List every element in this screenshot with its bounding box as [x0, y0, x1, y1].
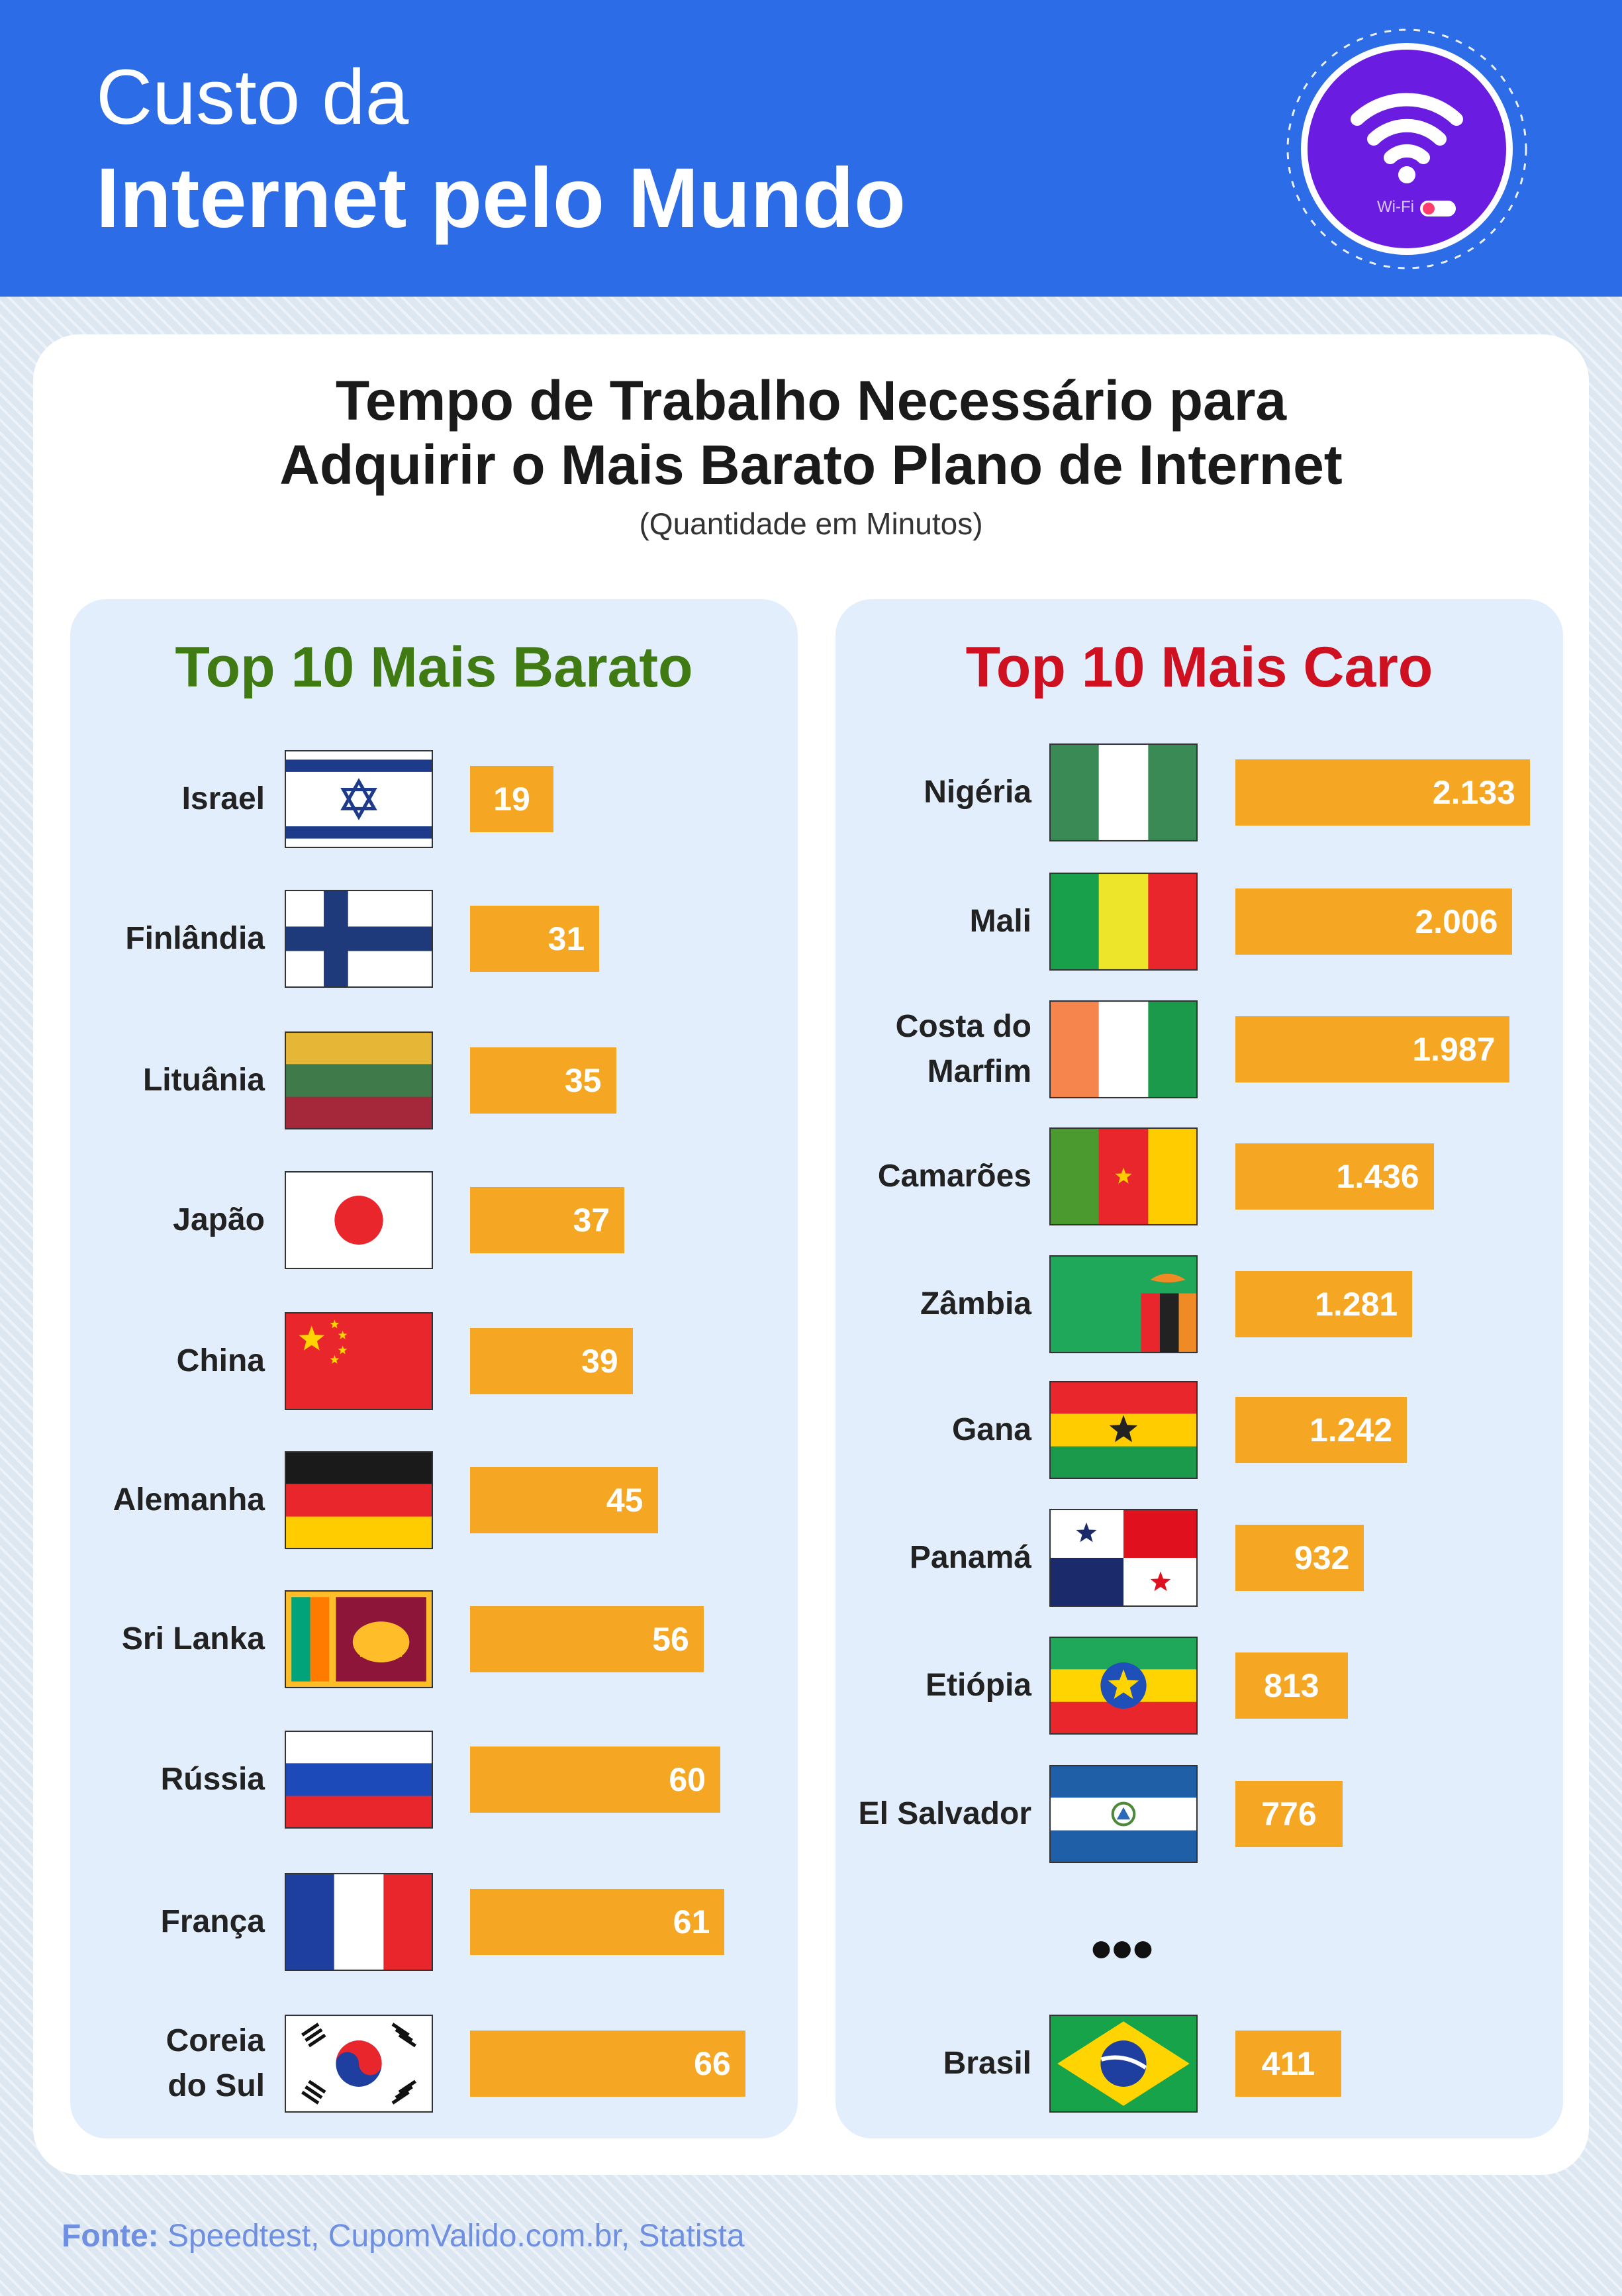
ethiopia-flag-icon [1049, 1637, 1198, 1735]
country-label: Costa do Marfim [895, 1009, 1031, 1089]
country-label: Japão [173, 1202, 265, 1237]
bar: 2.006 [1235, 888, 1513, 955]
country-label: França [160, 1904, 265, 1939]
header-banner: Custo da Internet pelo Mundo Wi-Fi [0, 0, 1622, 297]
country-label: Nigéria [924, 775, 1031, 810]
country-label: Mali [969, 904, 1031, 939]
bar: 60 [470, 1746, 720, 1813]
france-flag-icon [285, 1873, 434, 1971]
source-list: Speedtest, CupomValido.com.br, Statista [158, 2219, 745, 2254]
nigeria-flag-icon [1049, 743, 1198, 841]
chart-title-line1: Tempo de Trabalho Necessário para [335, 369, 1287, 432]
country-label: El Salvador [858, 1796, 1031, 1831]
china-flag-icon [285, 1312, 433, 1410]
country-label: Camarões [877, 1159, 1031, 1194]
south-korea-flag-icon [285, 2015, 433, 2113]
bar: 61 [470, 1889, 725, 1955]
panama-flag-icon [1049, 1509, 1198, 1607]
chart-subtitle: (Quantidade em Minutos) [639, 506, 983, 541]
country-label: Brasil [943, 2046, 1031, 2081]
bar: 31 [470, 906, 600, 972]
zambia-flag-icon [1049, 1255, 1198, 1353]
country-label: Etiópia [925, 1668, 1031, 1703]
bar: 45 [470, 1467, 658, 1533]
bar: 2.133 [1235, 759, 1530, 826]
header-title-line2: Internet pelo Mundo [96, 151, 906, 246]
cheapest-panel [70, 599, 798, 2138]
source-footer: Fonte: Speedtest, CupomValido.com.br, St… [62, 2221, 745, 2252]
country-label: Alemanha [113, 1482, 265, 1517]
wifi-label: Wi-Fi [1377, 198, 1414, 216]
cheapest-title: Top 10 Mais Barato [175, 636, 693, 699]
ellipsis: ••• [1090, 1917, 1154, 1983]
wifi-badge-icon: Wi-Fi [1286, 28, 1527, 269]
ghana-flag-icon [1049, 1381, 1198, 1480]
country-label: Coreia do Sul [166, 2023, 265, 2103]
brazil-flag-icon [1049, 2015, 1198, 2113]
bar: 813 [1235, 1652, 1348, 1719]
bar: 1.436 [1235, 1143, 1434, 1210]
country-label: Lituânia [142, 1063, 265, 1098]
finland-flag-icon [285, 890, 433, 988]
country-label: Gana [951, 1412, 1031, 1447]
bar: 776 [1235, 1781, 1343, 1847]
ivory-coast-flag-icon [1049, 1000, 1198, 1098]
japan-flag-icon [285, 1171, 433, 1269]
country-label: China [176, 1343, 265, 1378]
russia-flag-icon [285, 1731, 433, 1829]
country-label: Rússia [160, 1762, 265, 1797]
header-title-line1: Custo da [96, 54, 409, 141]
source-label: Fonte: [62, 2219, 159, 2254]
cameroon-flag-icon [1049, 1127, 1198, 1225]
expensive-title: Top 10 Mais Caro [965, 636, 1433, 699]
bar: 932 [1235, 1525, 1364, 1591]
expensive-panel [835, 599, 1563, 2138]
bar: 37 [470, 1187, 625, 1253]
bar: 35 [470, 1047, 616, 1114]
country-label: Israel [181, 781, 265, 816]
bar: 56 [470, 1606, 704, 1672]
germany-flag-icon [285, 1451, 433, 1550]
bar: 1.987 [1235, 1016, 1510, 1082]
bar: 411 [1235, 2031, 1341, 2097]
country-label: Panamá [909, 1540, 1031, 1575]
country-label: Sri Lanka [121, 1621, 265, 1656]
bar: 66 [470, 2031, 745, 2097]
bar: 19 [470, 766, 553, 832]
chart-title-line2: Adquirir o Mais Barato Plano de Internet [279, 434, 1343, 496]
bar: 1.242 [1235, 1397, 1407, 1463]
mali-flag-icon [1049, 873, 1198, 971]
sri-lanka-flag-icon [285, 1590, 433, 1688]
israel-flag-icon [285, 750, 433, 848]
bar: 39 [470, 1328, 633, 1394]
el-salvador-flag-icon [1049, 1765, 1198, 1864]
bar: 1.281 [1235, 1271, 1413, 1337]
country-label: Zâmbia [920, 1286, 1031, 1321]
country-label: Finlândia [125, 921, 265, 956]
lithuania-flag-icon [285, 1031, 433, 1130]
